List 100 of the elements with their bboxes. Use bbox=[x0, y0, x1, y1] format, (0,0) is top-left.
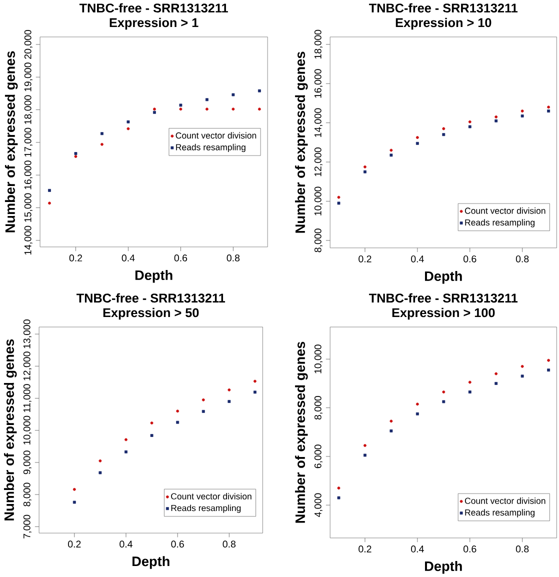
point bbox=[228, 388, 231, 392]
y-tick-label: 17,000 bbox=[24, 128, 33, 157]
y-tick-label: 10,000 bbox=[314, 186, 323, 216]
point bbox=[124, 438, 128, 442]
y-tick-label: 14,000 bbox=[24, 226, 33, 255]
point bbox=[232, 108, 235, 111]
chart-subtitle: Expression > 50 bbox=[104, 308, 199, 320]
x-tick-label: 0.4 bbox=[411, 255, 424, 262]
y-tick-label: 19,000 bbox=[24, 62, 33, 92]
point bbox=[74, 152, 78, 155]
point bbox=[74, 155, 78, 158]
y-tick-label: 8,000 bbox=[314, 228, 323, 252]
point bbox=[494, 382, 498, 385]
point bbox=[547, 368, 550, 372]
point bbox=[416, 402, 420, 406]
point bbox=[390, 154, 393, 157]
point bbox=[390, 420, 393, 423]
point bbox=[258, 108, 262, 111]
point bbox=[364, 454, 367, 457]
x-tick-label: 0.6 bbox=[464, 255, 476, 262]
legend-label: Count vector division bbox=[465, 207, 546, 214]
point bbox=[202, 398, 206, 402]
y-tick-label: 12,000 bbox=[314, 148, 323, 176]
x-tick-label: 0.6 bbox=[171, 540, 184, 548]
point bbox=[254, 380, 257, 383]
point bbox=[206, 98, 209, 102]
y-tick-label: 8,000 bbox=[314, 396, 323, 420]
chart-title: TNBC-free - SRR1313211 bbox=[80, 3, 228, 13]
point bbox=[48, 188, 52, 192]
point bbox=[98, 471, 102, 474]
point bbox=[442, 400, 446, 404]
point bbox=[126, 120, 130, 124]
x-tick-label: 0.4 bbox=[120, 540, 133, 548]
legend-label: Count vector division bbox=[176, 132, 256, 139]
point bbox=[232, 93, 235, 96]
point bbox=[179, 104, 182, 107]
chart-title: TNBC-free - SRR1313211 bbox=[76, 293, 226, 303]
point bbox=[390, 148, 393, 152]
x-tick-label: 0.8 bbox=[516, 546, 529, 552]
chart-title: TNBC-free - SRR1313211 bbox=[369, 293, 518, 303]
y-tick-label: 11,000 bbox=[24, 384, 32, 412]
point bbox=[337, 486, 340, 490]
x-tick-label: 0.2 bbox=[358, 546, 372, 552]
y-tick-label: 8,000 bbox=[24, 482, 32, 506]
point bbox=[416, 136, 420, 139]
point bbox=[150, 434, 154, 437]
point bbox=[416, 412, 420, 416]
point bbox=[468, 380, 472, 384]
chart-subtitle: Expression > 1 bbox=[110, 18, 198, 30]
y-tick-label: 10,000 bbox=[24, 416, 32, 444]
point bbox=[337, 196, 340, 199]
y-tick-label: 10,000 bbox=[314, 344, 323, 374]
x-tick-label: 0.2 bbox=[70, 254, 82, 262]
point bbox=[153, 110, 156, 114]
point bbox=[73, 500, 76, 504]
y-tick-label: 18,000 bbox=[24, 95, 33, 124]
x-axis-title: Depth bbox=[132, 556, 170, 569]
point bbox=[521, 114, 524, 118]
y-axis-title: Number of expressed genes bbox=[295, 342, 308, 523]
legend-label: Reads resampling bbox=[465, 219, 535, 228]
chart-subtitle: Expression > 10 bbox=[396, 18, 492, 30]
x-tick-label: 0.8 bbox=[516, 255, 529, 262]
y-axis-title: Number of expressed genes bbox=[5, 51, 18, 232]
point bbox=[228, 400, 231, 403]
y-tick-label: 7,000 bbox=[24, 514, 32, 538]
legend-label: Reads resampling bbox=[176, 144, 246, 152]
y-tick-label: 16,000 bbox=[24, 160, 33, 190]
point bbox=[442, 127, 446, 130]
point bbox=[98, 459, 102, 462]
point bbox=[547, 106, 550, 109]
point bbox=[390, 429, 393, 432]
point bbox=[337, 496, 340, 500]
point bbox=[521, 374, 524, 378]
y-tick-label: 13,000 bbox=[24, 320, 32, 348]
point bbox=[364, 170, 367, 174]
point bbox=[100, 132, 104, 136]
point bbox=[100, 142, 104, 146]
legend-label: Reads resampling bbox=[465, 509, 535, 518]
point bbox=[494, 119, 498, 122]
y-tick-label: 15,000 bbox=[24, 193, 33, 222]
x-tick-label: 0.8 bbox=[227, 254, 240, 262]
point bbox=[521, 364, 524, 368]
y-tick-label: 20,000 bbox=[24, 30, 33, 59]
point bbox=[258, 89, 262, 92]
legend-label: Reads resampling bbox=[172, 504, 241, 513]
chart-subtitle: Expression > 100 bbox=[392, 308, 495, 320]
y-tick-label: 16,000 bbox=[314, 69, 323, 98]
point bbox=[202, 410, 206, 413]
point bbox=[124, 450, 128, 454]
x-tick-label: 0.6 bbox=[174, 254, 188, 262]
x-axis-title: Depth bbox=[425, 271, 462, 284]
point bbox=[547, 110, 550, 113]
point bbox=[206, 108, 209, 111]
y-tick-label: 9,000 bbox=[24, 450, 32, 474]
point bbox=[547, 358, 550, 362]
point bbox=[254, 390, 257, 394]
legend-label: Count vector division bbox=[171, 492, 252, 500]
point bbox=[126, 127, 130, 130]
y-tick-label: 6,000 bbox=[314, 444, 323, 468]
x-tick-label: 0.4 bbox=[411, 546, 424, 552]
